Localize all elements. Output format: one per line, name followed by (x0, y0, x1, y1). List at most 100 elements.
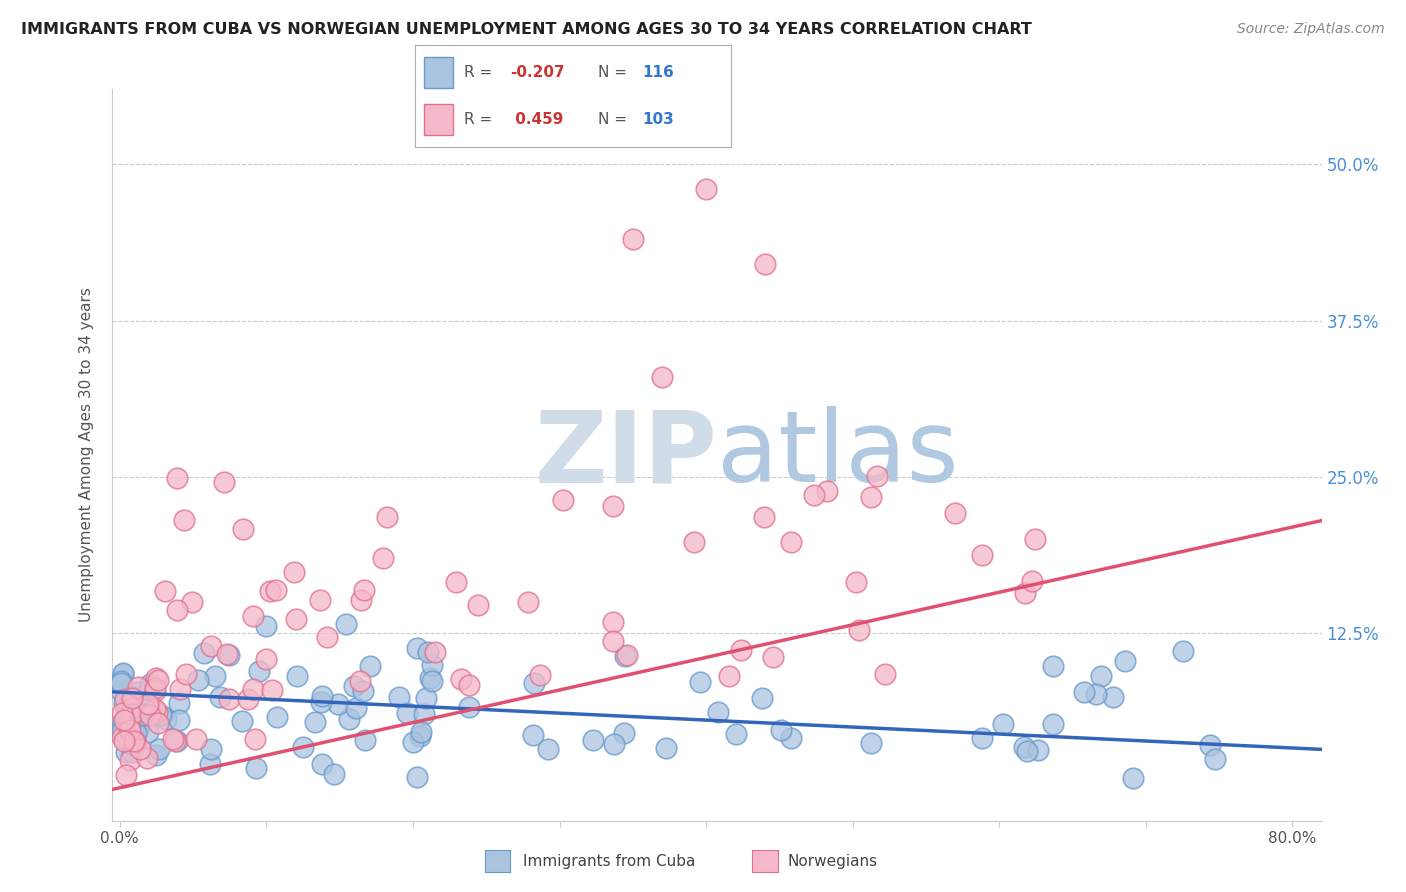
Point (522, 728, 544, 742)
Point (193, 646, 215, 660)
Point (402, 735, 425, 749)
Point (121, 737, 143, 751)
Point (970, 731, 993, 745)
Point (613, 648, 636, 663)
Point (121, 745, 143, 759)
Point (166, 734, 188, 748)
Point (146, 715, 169, 730)
Point (309, 695, 332, 709)
Point (406, 770, 429, 784)
Point (110, 724, 132, 739)
Point (751, 691, 773, 706)
Point (200, 742, 222, 756)
Point (724, 726, 747, 740)
Point (349, 593, 371, 607)
Point (254, 651, 277, 665)
Point (292, 739, 315, 754)
Point (115, 745, 138, 759)
Point (112, 734, 135, 748)
Point (208, 690, 231, 704)
Point (780, 731, 803, 746)
Point (146, 705, 169, 719)
Point (148, 742, 170, 756)
Point (122, 734, 145, 748)
Point (395, 706, 418, 721)
Point (153, 584, 176, 599)
Y-axis label: Unemployment Among Ages 30 to 34 years: Unemployment Among Ages 30 to 34 years (79, 287, 94, 623)
Point (754, 257, 776, 271)
Point (602, 615, 624, 629)
Point (118, 689, 141, 703)
Point (139, 677, 162, 691)
Point (602, 634, 624, 648)
Point (121, 707, 143, 722)
Point (344, 700, 367, 714)
Point (138, 692, 160, 706)
Point (236, 691, 259, 706)
Point (1173, 644, 1195, 658)
Point (120, 698, 142, 713)
Point (127, 680, 149, 694)
Point (411, 725, 433, 739)
Point (136, 725, 159, 739)
Point (117, 722, 139, 736)
Point (200, 640, 222, 654)
Point (1122, 772, 1144, 786)
Point (304, 715, 326, 730)
FancyBboxPatch shape (425, 57, 453, 87)
Point (122, 702, 145, 716)
Point (1024, 532, 1046, 546)
Point (132, 703, 155, 717)
Point (803, 488, 825, 502)
Point (415, 690, 437, 705)
Point (149, 707, 172, 722)
Point (112, 665, 135, 680)
Point (1042, 717, 1064, 731)
Point (516, 595, 538, 609)
Point (613, 726, 636, 740)
Point (945, 506, 967, 520)
Point (450, 673, 472, 687)
Point (121, 691, 143, 706)
Point (420, 657, 443, 672)
Point (124, 734, 146, 748)
Point (972, 548, 994, 562)
Point (848, 623, 870, 637)
Point (136, 697, 159, 711)
Point (114, 691, 136, 706)
Point (118, 753, 141, 767)
Point (143, 681, 166, 696)
Point (845, 575, 868, 590)
Point (815, 483, 838, 498)
Point (343, 679, 366, 693)
Point (129, 741, 152, 756)
Point (148, 673, 170, 687)
Point (166, 603, 188, 617)
Point (132, 701, 155, 715)
Text: Source: ZipAtlas.com: Source: ZipAtlas.com (1237, 22, 1385, 37)
Point (423, 645, 446, 659)
Point (132, 707, 155, 722)
Point (124, 705, 146, 719)
Point (242, 608, 264, 623)
Text: IMMIGRANTS FROM CUBA VS NORWEGIAN UNEMPLOYMENT AMONG AGES 30 TO 34 YEARS CORRELA: IMMIGRANTS FROM CUBA VS NORWEGIAN UNEMPL… (21, 22, 1032, 37)
Text: Immigrants from Cuba: Immigrants from Cuba (523, 855, 696, 869)
Point (780, 534, 803, 549)
Point (285, 668, 308, 682)
Point (730, 643, 752, 657)
Point (112, 713, 135, 727)
Point (127, 721, 149, 735)
Point (131, 693, 153, 707)
Point (115, 712, 138, 726)
Point (1204, 751, 1226, 765)
Point (242, 682, 264, 697)
Point (537, 742, 560, 756)
Point (256, 619, 278, 633)
Point (163, 733, 186, 747)
Point (112, 666, 135, 681)
Point (218, 648, 240, 662)
Point (752, 510, 775, 524)
Point (689, 675, 711, 690)
Point (260, 683, 283, 698)
Point (204, 668, 226, 682)
